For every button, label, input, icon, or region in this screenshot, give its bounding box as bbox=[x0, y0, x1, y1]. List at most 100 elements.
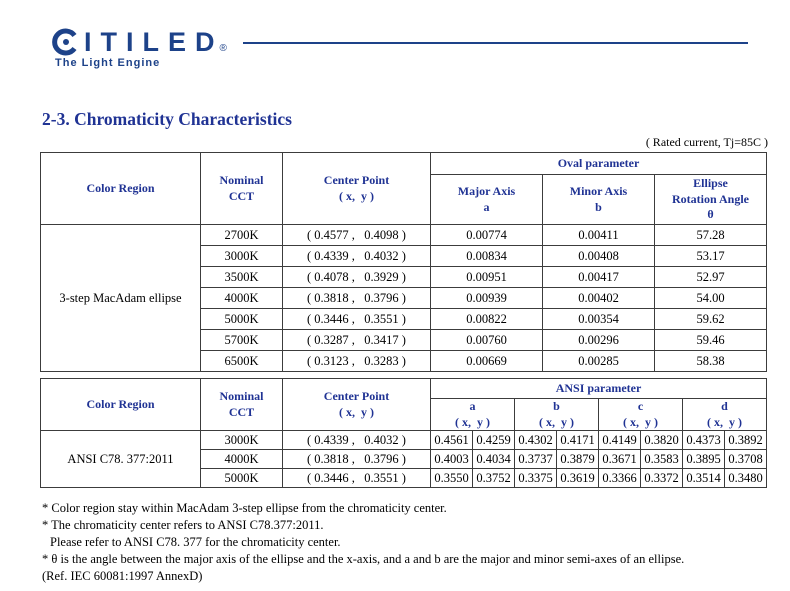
citiled-c-icon bbox=[52, 28, 77, 56]
b-x-cell: 0.3737 bbox=[514, 449, 557, 470]
cct-cell: 5000K bbox=[200, 468, 283, 489]
region-label-cell: 3-step MacAdam ellipse bbox=[40, 224, 201, 372]
rotation-angle-cell: 59.62 bbox=[653, 308, 768, 330]
footnote: * The chromaticity center refers to ANSI… bbox=[42, 518, 324, 532]
d-x-cell: 0.3514 bbox=[682, 468, 725, 489]
d-y-cell: 0.3892 bbox=[723, 430, 768, 451]
header-line: CCT bbox=[228, 404, 255, 419]
c-x-cell: 0.4149 bbox=[598, 430, 641, 451]
header-line: a bbox=[469, 399, 476, 413]
major-axis-cell: 0.00822 bbox=[430, 308, 543, 330]
minor-axis-cell: 0.00408 bbox=[542, 245, 655, 267]
col-header-point-c: c ( x, y ) bbox=[598, 397, 683, 432]
center-point-cell: ( 0.3446 , 0.3551 ) bbox=[282, 468, 431, 489]
center-point-cell: ( 0.3287 , 0.3417 ) bbox=[282, 329, 431, 351]
b-x-cell: 0.3375 bbox=[514, 468, 557, 489]
col-header-rotation-angle: Ellipse Rotation Angle θ bbox=[653, 174, 768, 225]
c-x-cell: 0.3671 bbox=[598, 449, 641, 470]
a-y-cell: 0.4259 bbox=[472, 430, 515, 451]
cct-cell: 3000K bbox=[200, 245, 283, 267]
center-point-cell: ( 0.4577 , 0.4098 ) bbox=[282, 224, 431, 246]
b-y-cell: 0.3619 bbox=[556, 468, 599, 489]
header-line: a bbox=[483, 199, 490, 214]
d-x-cell: 0.3895 bbox=[682, 449, 725, 470]
footnote: * Color region stay within MacAdam 3-ste… bbox=[42, 501, 447, 515]
cct-cell: 3000K bbox=[200, 430, 283, 451]
rotation-angle-cell: 59.46 bbox=[653, 329, 768, 351]
col-header-point-b: b ( x, y ) bbox=[514, 397, 599, 432]
d-x-cell: 0.4373 bbox=[682, 430, 725, 451]
minor-axis-cell: 0.00417 bbox=[542, 266, 655, 288]
c-y-cell: 0.3583 bbox=[640, 449, 683, 470]
header-line: ( x, y ) bbox=[339, 188, 374, 203]
cct-cell: 5700K bbox=[200, 329, 283, 351]
center-point-cell: ( 0.4078 , 0.3929 ) bbox=[282, 266, 431, 288]
header-line: Major Axis bbox=[457, 183, 516, 198]
center-point-cell: ( 0.3123 , 0.3283 ) bbox=[282, 350, 431, 372]
col-header-nominal-cct: Nominal CCT bbox=[200, 377, 283, 432]
logo-tagline: The Light Engine bbox=[55, 57, 161, 69]
b-x-cell: 0.4302 bbox=[514, 430, 557, 451]
major-axis-cell: 0.00774 bbox=[430, 224, 543, 246]
b-y-cell: 0.4171 bbox=[556, 430, 599, 451]
rotation-angle-cell: 53.17 bbox=[653, 245, 768, 267]
header-line: θ bbox=[707, 207, 714, 222]
header-line: ( x, y ) bbox=[623, 414, 658, 429]
table-row: 4000K ( 0.3818 , 0.3796 ) 0.00939 0.0040… bbox=[41, 287, 768, 309]
rotation-angle-cell: 54.00 bbox=[653, 287, 768, 309]
col-header-point-a: a ( x, y ) bbox=[430, 397, 515, 432]
center-point-cell: ( 0.3818 , 0.3796 ) bbox=[282, 287, 431, 309]
col-header-color-region: Color Region bbox=[40, 377, 201, 432]
group-header-oval-parameter: Oval parameter bbox=[429, 152, 768, 175]
minor-axis-cell: 0.00354 bbox=[542, 308, 655, 330]
footnote: Please refer to ANSI C78. 377 for the ch… bbox=[50, 535, 341, 549]
header-line: ( x, y ) bbox=[455, 414, 490, 429]
footnotes: * Color region stay within MacAdam 3-ste… bbox=[42, 500, 772, 585]
center-point-cell: ( 0.4339 , 0.4032 ) bbox=[282, 430, 431, 451]
rotation-angle-cell: 52.97 bbox=[653, 266, 768, 288]
section-title: 2-3. Chromaticity Characteristics bbox=[42, 109, 292, 129]
header-line: Minor Axis bbox=[569, 183, 628, 198]
col-header-major-axis: Major Axis a bbox=[430, 174, 543, 225]
a-x-cell: 0.4561 bbox=[430, 430, 473, 451]
a-y-cell: 0.3752 bbox=[472, 468, 515, 489]
table-row: ANSI C78. 377:2011 3000K ( 0.4339 , 0.40… bbox=[40, 430, 768, 489]
a-x-cell: 0.4003 bbox=[430, 449, 473, 470]
major-axis-cell: 0.00760 bbox=[430, 329, 543, 351]
header-line: c bbox=[637, 399, 644, 413]
minor-axis-cell: 0.00296 bbox=[542, 329, 655, 351]
logo: ITILED ® bbox=[52, 28, 748, 56]
rotation-angle-cell: 58.38 bbox=[653, 350, 768, 372]
header-rule bbox=[242, 42, 748, 44]
header-line: b bbox=[553, 399, 560, 413]
cct-cell: 2700K bbox=[200, 224, 283, 246]
a-y-cell: 0.4034 bbox=[472, 449, 515, 470]
cct-cell: 4000K bbox=[200, 449, 283, 470]
table-row: 3-step MacAdam ellipse 2700K ( 0.4577 , … bbox=[40, 224, 768, 372]
col-header-point-d: d ( x, y ) bbox=[681, 397, 768, 432]
header-line: Ellipse bbox=[693, 176, 728, 191]
header-line: Nominal bbox=[219, 172, 264, 187]
d-y-cell: 0.3708 bbox=[723, 449, 768, 470]
header-line: Nominal bbox=[219, 389, 264, 403]
condition-note: ( Rated current, Tj=85C ) bbox=[645, 135, 768, 149]
header-line: b bbox=[595, 199, 602, 214]
cct-cell: 4000K bbox=[200, 287, 283, 309]
group-header-ansi-parameter: ANSI parameter bbox=[429, 378, 768, 399]
header-line: CCT bbox=[228, 188, 255, 203]
col-header-minor-axis: Minor Axis b bbox=[542, 174, 655, 225]
minor-axis-cell: 0.00285 bbox=[542, 350, 655, 372]
center-point-cell: ( 0.4339 , 0.4032 ) bbox=[282, 245, 431, 267]
d-y-cell: 0.3480 bbox=[723, 468, 768, 489]
header-line: Center Point bbox=[323, 389, 390, 403]
cct-cell: 3500K bbox=[200, 266, 283, 288]
rotation-angle-cell: 57.28 bbox=[653, 224, 768, 246]
ansi-parameter-table: Color Region Nominal CCT Center Point ( … bbox=[40, 377, 768, 489]
macadam-ellipse-table: Color Region Nominal CCT Center Point ( … bbox=[40, 152, 768, 372]
header-line: Center Point bbox=[323, 172, 390, 187]
major-axis-cell: 0.00939 bbox=[430, 287, 543, 309]
header-line: ( x, y ) bbox=[707, 414, 743, 429]
registered-mark-icon: ® bbox=[219, 43, 227, 54]
b-y-cell: 0.3879 bbox=[556, 449, 599, 470]
